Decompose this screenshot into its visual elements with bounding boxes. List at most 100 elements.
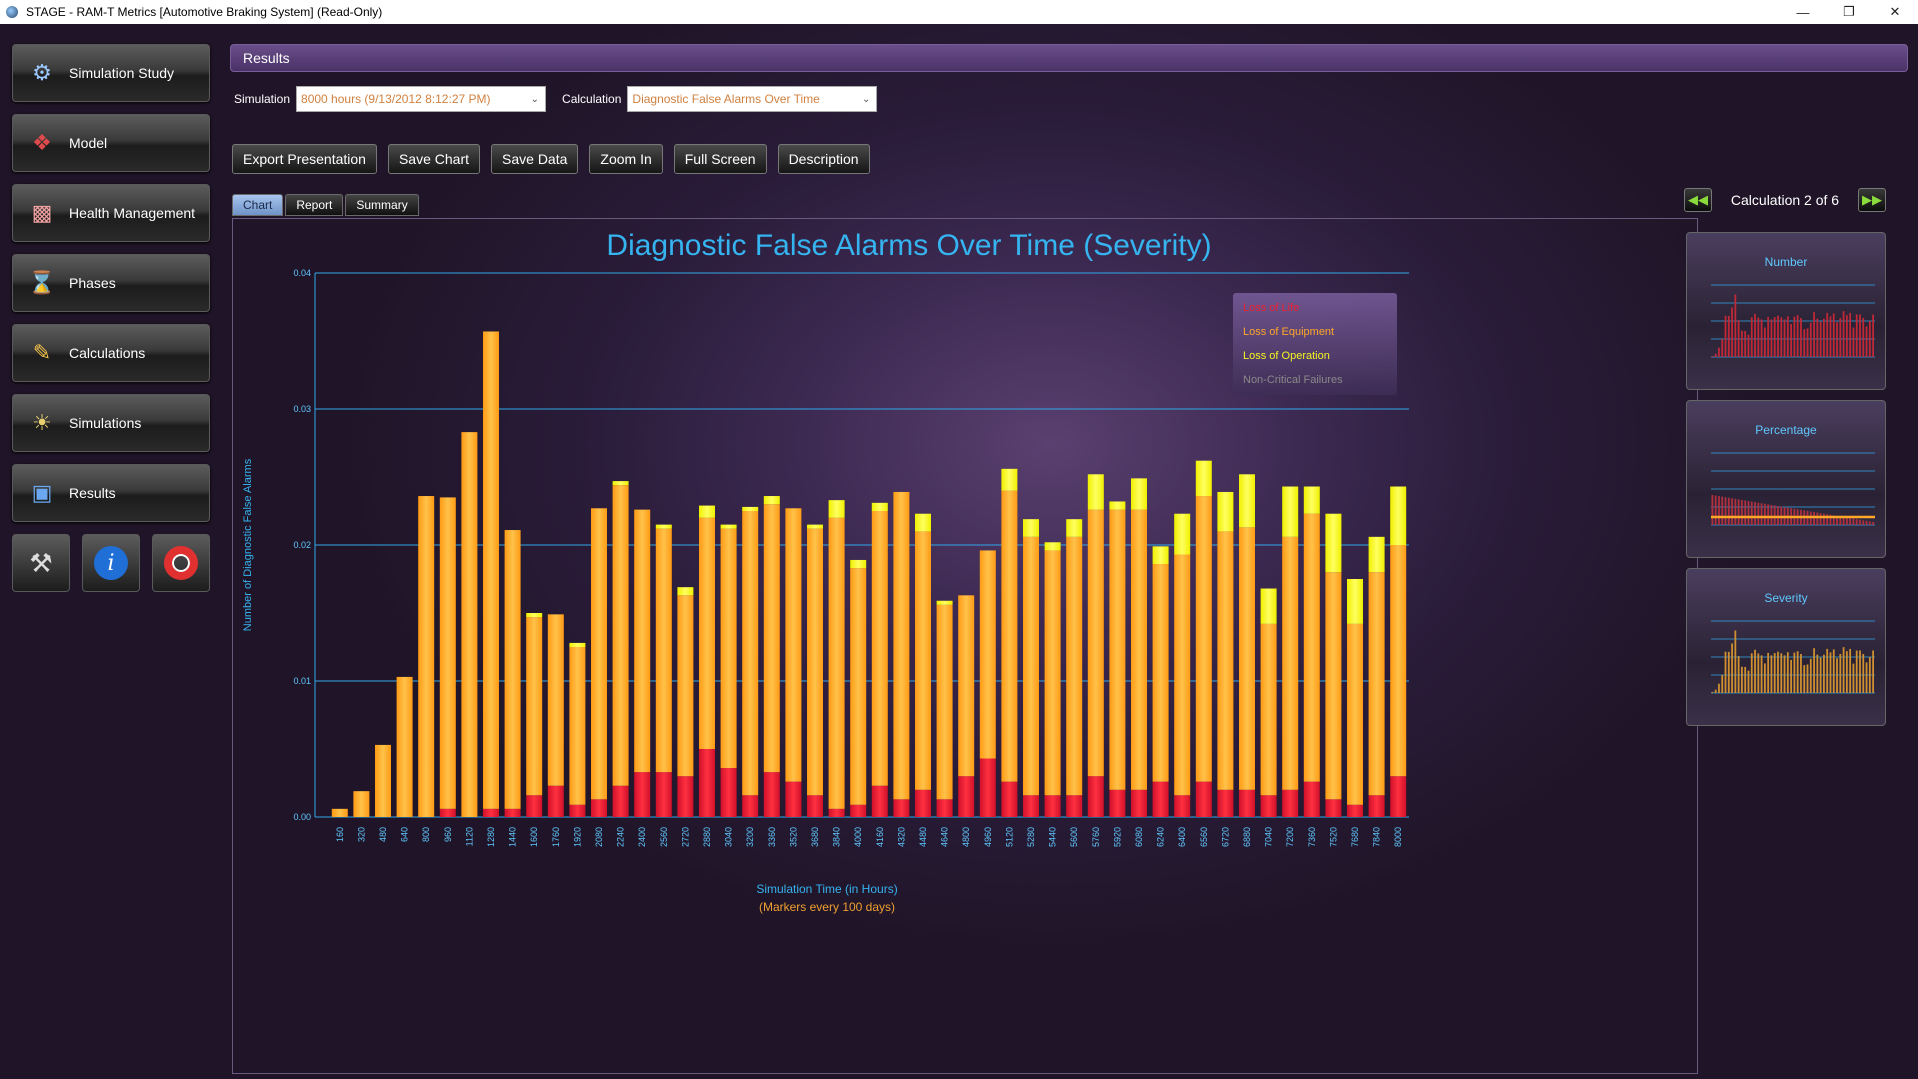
- x-tick-label: 7840: [1372, 827, 1382, 847]
- sidebar-item-simulations[interactable]: ☀ Simulations: [12, 394, 210, 452]
- bar-segment: [439, 497, 456, 809]
- bar-segment: [396, 676, 413, 817]
- thumbnail-percentage[interactable]: Percentage: [1686, 400, 1886, 558]
- full-screen-button[interactable]: Full Screen: [673, 144, 767, 174]
- bar-segment: [850, 559, 867, 569]
- thumb-bar: [1836, 658, 1838, 693]
- bar-segment: [979, 758, 996, 817]
- thumb-bar: [1754, 649, 1756, 693]
- model-icon: ❖: [32, 130, 52, 155]
- x-tick-label: 7520: [1328, 827, 1338, 847]
- next-calculation-button[interactable]: ▶▶: [1858, 188, 1886, 212]
- bar-segment: [915, 513, 931, 532]
- thumb-bar: [1747, 334, 1750, 357]
- bar-segment: [1347, 804, 1363, 817]
- thumbnail-severity[interactable]: Severity: [1686, 568, 1886, 726]
- thumb-bar: [1754, 313, 1756, 357]
- bar-segment: [1152, 781, 1169, 817]
- thumb-bar: [1868, 521, 1871, 525]
- x-tick-label: 8000: [1393, 827, 1403, 847]
- thumb-bar: [1823, 318, 1825, 357]
- thumb-bar: [1737, 320, 1740, 357]
- thumb-bar: [1750, 501, 1753, 525]
- sidebar-item-phases[interactable]: ⌛ Phases: [12, 254, 210, 312]
- thumbnail-number-preview: [1711, 284, 1875, 358]
- sidebar-item-health-management[interactable]: ▩ Health Management: [12, 184, 210, 242]
- thumb-bar: [1826, 648, 1829, 693]
- tab-chart[interactable]: Chart: [232, 194, 284, 216]
- bar-segment: [655, 772, 672, 817]
- bar-segment: [1023, 536, 1039, 796]
- severity-bar-chart[interactable]: Diagnostic False Alarms Over Time (Sever…: [233, 219, 1697, 1073]
- bar-segment: [1347, 579, 1363, 624]
- info-button[interactable]: i: [82, 534, 140, 592]
- tab-report[interactable]: Report: [285, 194, 344, 216]
- page-title: Results: [243, 50, 290, 66]
- thumb-bar: [1718, 683, 1720, 693]
- bar-segment: [1066, 519, 1083, 537]
- thumb-bar: [1731, 643, 1733, 693]
- thumb-bar: [1813, 312, 1815, 357]
- thumb-bar: [1773, 505, 1776, 525]
- description-button[interactable]: Description: [777, 144, 870, 174]
- x-axis-label: Simulation Time (in Hours): [756, 882, 897, 896]
- minimize-icon[interactable]: —: [1796, 4, 1810, 20]
- legend-box: [1233, 293, 1397, 395]
- save-data-button[interactable]: Save Data: [491, 144, 579, 174]
- bar-segment: [439, 808, 456, 817]
- close-icon[interactable]: ✕: [1889, 4, 1901, 19]
- bar-segment: [591, 508, 607, 800]
- sidebar-item-label: Results: [69, 485, 116, 501]
- sidebar-item-label: Model: [69, 135, 108, 151]
- sidebar-item-model[interactable]: ❖ Model: [12, 114, 210, 172]
- tools-button[interactable]: ⚒: [12, 534, 70, 592]
- tab-summary[interactable]: Summary: [345, 194, 419, 216]
- thumb-bar: [1793, 316, 1796, 357]
- bar-segment: [353, 791, 370, 817]
- calculation-navigator: ◀◀ Calculation 2 of 6 ▶▶: [1684, 187, 1886, 213]
- thumbnail-percentage-preview: [1711, 452, 1875, 526]
- bar-segment: [871, 785, 888, 817]
- x-tick-label: 2560: [659, 827, 669, 847]
- bar-segment: [763, 504, 780, 773]
- thumb-bar: [1714, 689, 1717, 693]
- sidebar-item-calculations[interactable]: ✎ Calculations: [12, 324, 210, 382]
- simulation-select[interactable]: 8000 hours (9/13/2012 8:12:27 PM) ⌄: [296, 86, 547, 112]
- sidebar-item-simulation-study[interactable]: ⚙ Simulation Study: [12, 44, 210, 102]
- simulation-study-icon: ⚙: [32, 60, 52, 85]
- previous-calculation-button[interactable]: ◀◀: [1684, 188, 1712, 212]
- help-button[interactable]: [152, 534, 210, 592]
- bar-segment: [828, 500, 845, 518]
- bar-segment: [699, 505, 715, 518]
- thumb-bar: [1734, 498, 1737, 525]
- bar-segment: [1044, 795, 1061, 817]
- x-tick-label: 1760: [551, 827, 561, 847]
- thumb-bar: [1852, 663, 1855, 693]
- y-tick-label: 0.02: [293, 540, 311, 550]
- bar-segment: [742, 795, 759, 817]
- thumbnail-severity-preview: [1711, 620, 1875, 694]
- thumb-bar: [1721, 496, 1724, 525]
- thumb-bar: [1754, 502, 1756, 525]
- bar-segment: [1260, 588, 1277, 624]
- x-tick-label: 320: [356, 827, 366, 842]
- thumb-bar: [1839, 317, 1842, 357]
- zoom-in-button[interactable]: Zoom In: [589, 144, 663, 174]
- bar-segment: [1087, 776, 1104, 817]
- thumb-bar: [1868, 656, 1871, 693]
- sidebar-item-results[interactable]: ▣ Results: [12, 464, 210, 522]
- restore-icon[interactable]: ❐: [1843, 4, 1855, 19]
- x-tick-label: 1120: [464, 827, 474, 846]
- thumb-bar: [1823, 513, 1825, 525]
- thumb-bar: [1849, 312, 1852, 357]
- sidebar: ⚙ Simulation Study ❖ Model ▩ Health Mana…: [12, 44, 212, 592]
- save-chart-button[interactable]: Save Chart: [387, 144, 481, 174]
- calculation-select[interactable]: Diagnostic False Alarms Over Time ⌄: [627, 86, 878, 112]
- bar-segment: [1023, 519, 1039, 537]
- x-tick-label: 1600: [529, 827, 539, 847]
- sidebar-item-label: Calculations: [69, 345, 146, 361]
- thumb-bar: [1872, 521, 1874, 525]
- thumb-bar: [1741, 330, 1743, 357]
- export-presentation-button[interactable]: Export Presentation: [232, 144, 377, 174]
- thumbnail-number[interactable]: Number: [1686, 232, 1886, 390]
